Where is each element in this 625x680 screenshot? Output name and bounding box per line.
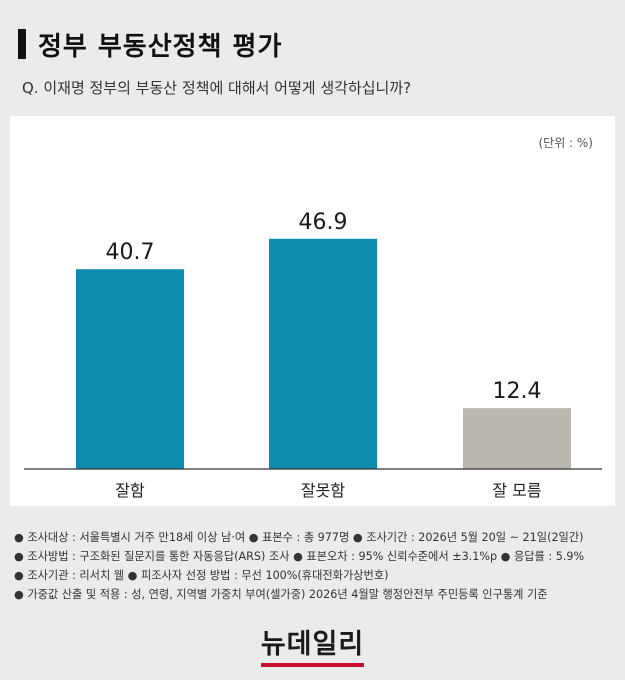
logo-text: 뉴데일리	[261, 622, 364, 667]
title-row: 정부 부동산정책 평가	[18, 26, 282, 62]
category-label-1: 잘못함	[301, 481, 345, 500]
data-label-2: 12.4	[493, 379, 542, 404]
survey-footnotes: ● 조사대상 : 서울특별시 거주 만18세 이상 남·여 ● 표본수 : 총 …	[14, 528, 614, 604]
page-title: 정부 부동산정책 평가	[38, 31, 283, 62]
unit-label: (단위 : %)	[538, 136, 593, 150]
footnote-line: ● 조사대상 : 서울특별시 거주 만18세 이상 남·여 ● 표본수 : 총 …	[14, 531, 584, 544]
bar-0	[76, 269, 184, 469]
category-label-0: 잘함	[115, 481, 145, 500]
survey-question: Q. 이재명 정부의 부동산 정책에 대해서 어떻게 생각하십니까?	[22, 79, 412, 97]
data-label-0: 40.7	[106, 240, 155, 265]
title-accent-bar	[18, 29, 26, 59]
footnote-line: ● 가중값 산출 및 적용 : 성, 연령, 지역별 가중치 부여(셀가중) 2…	[14, 588, 548, 601]
chart-panel: (단위 : %) 40.7 잘함 46.9 잘못함 12.4 잘 모름	[10, 116, 615, 506]
data-label-1: 46.9	[299, 210, 348, 235]
category-label-2: 잘 모름	[492, 481, 541, 500]
brand-logo: 뉴데일리	[0, 622, 625, 667]
bar-1	[269, 238, 377, 469]
bar-chart: 40.7 잘함 46.9 잘못함 12.4 잘 모름	[24, 210, 602, 500]
footnote-line: ● 조사기관 : 리서치 웰 ● 피조사자 선정 방법 : 무선 100%(휴대…	[14, 569, 389, 582]
footnote-line: ● 조사방법 : 구조화된 질문지를 통한 자동응답(ARS) 조사 ● 표본오…	[14, 550, 585, 563]
bar-2	[463, 408, 571, 469]
